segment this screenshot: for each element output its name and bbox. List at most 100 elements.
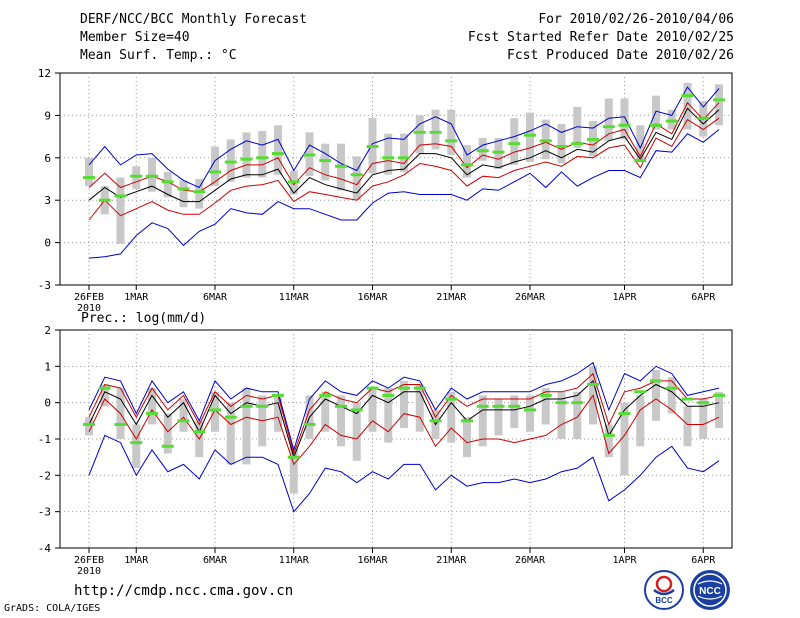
- spread-box: [226, 402, 235, 465]
- x-tick-label: 6APR: [691, 292, 716, 303]
- series-line-max: [88, 86, 720, 189]
- y-tick-label: 0: [44, 237, 51, 250]
- spread-box: [85, 417, 93, 436]
- spread-box: [384, 388, 393, 443]
- spread-box: [148, 388, 156, 425]
- spread-box: [541, 388, 550, 425]
- y-tick-label: 6: [44, 152, 51, 165]
- x-tick-label: 16MAR: [357, 555, 388, 566]
- series-line-max: [88, 361, 720, 452]
- spread-box: [526, 112, 534, 163]
- spread-box: [132, 424, 141, 469]
- plot-frame: [59, 72, 733, 286]
- spread-box: [211, 391, 219, 432]
- ncc-logo: NCC: [690, 570, 730, 610]
- spread-box: [573, 106, 582, 148]
- precip-axis-label: Prec.: log(mm/d): [81, 311, 206, 326]
- spread-box: [179, 399, 188, 432]
- spread-box: [557, 123, 566, 164]
- spread-box: [400, 380, 408, 429]
- spread-box: [699, 399, 708, 439]
- x-tick-label: 16MAR: [357, 292, 388, 303]
- spread-box: [715, 84, 723, 126]
- spread-box: [352, 402, 361, 461]
- x-tick-label: 6APR: [691, 555, 716, 566]
- spread-box: [242, 388, 251, 465]
- spread-box: [683, 82, 692, 130]
- y-tick-label: -3: [38, 506, 51, 519]
- series-line-mean: [88, 379, 720, 459]
- spread-box: [415, 115, 424, 154]
- bcc-logo: BCC: [644, 570, 684, 610]
- spread-box: [163, 171, 172, 198]
- bcc-logo-icon: BCC: [653, 575, 675, 605]
- y-tick-label: -1: [38, 433, 51, 446]
- x-tick-label: 1MAR: [124, 555, 149, 566]
- spread-box: [321, 391, 330, 432]
- x-tick-year-label: 2010: [77, 303, 101, 314]
- spread-box: [116, 177, 125, 245]
- x-tick-label: 1APR: [612, 555, 637, 566]
- series-line-upper: [88, 372, 720, 456]
- spread-box: [557, 391, 566, 439]
- spread-box: [667, 377, 676, 414]
- y-tick-label: 2: [44, 324, 51, 337]
- forecast-produced-date: Fcst Produced Date 2010/02/26: [507, 48, 734, 63]
- spread-box: [510, 118, 519, 165]
- series-line-min: [88, 434, 720, 513]
- y-tick-label: -3: [38, 279, 51, 292]
- spread-box: [195, 179, 204, 209]
- spread-box: [384, 133, 393, 175]
- spread-box: [368, 388, 377, 432]
- series-line-lower: [88, 117, 720, 221]
- x-tick-label: 26MAR: [515, 292, 546, 303]
- y-tick-label: -2: [38, 469, 51, 482]
- forecast-start-date: Fcst Started Refer Date 2010/02/25: [467, 30, 734, 45]
- spread-box: [274, 395, 282, 432]
- x-tick-year-label: 2010: [77, 566, 101, 577]
- spread-box: [573, 391, 582, 439]
- forecast-period: For 2010/02/26-2010/04/06: [538, 12, 734, 27]
- spread-box: [636, 125, 645, 163]
- spread-box: [211, 146, 219, 187]
- spread-box: [85, 157, 93, 187]
- x-tick-label: 21MAR: [436, 555, 467, 566]
- x-tick-label: 11MAR: [279, 555, 310, 566]
- spread-box: [652, 369, 660, 421]
- spread-box: [179, 180, 188, 208]
- spread-box: [463, 417, 471, 458]
- spread-box: [463, 145, 471, 178]
- spread-box: [494, 399, 503, 436]
- spread-box: [447, 391, 456, 443]
- x-tick-label: 6MAR: [203, 555, 228, 566]
- x-tick-label: 11MAR: [279, 292, 310, 303]
- spread-box: [258, 130, 267, 178]
- spread-box: [447, 109, 456, 155]
- series-line-mean: [88, 107, 720, 203]
- ncc-logo-icon: NCC: [693, 573, 727, 607]
- y-tick-label: 9: [44, 109, 51, 122]
- spread-box: [242, 132, 251, 178]
- svg-text:BCC: BCC: [655, 596, 673, 605]
- x-tick-label: 1MAR: [124, 292, 149, 303]
- svg-text:NCC: NCC: [699, 586, 721, 597]
- x-tick-label: 26MAR: [515, 555, 546, 566]
- y-tick-label: 1: [44, 360, 51, 373]
- spread-box: [636, 395, 645, 447]
- source-url[interactable]: http://cmdp.ncc.cma.gov.cn: [74, 583, 294, 599]
- variable-label: Mean Surf. Temp.: °C: [80, 48, 237, 63]
- x-tick-label: 1APR: [612, 292, 637, 303]
- x-tick-label: 21MAR: [436, 292, 467, 303]
- y-tick-label: 12: [38, 67, 51, 80]
- spread-box: [337, 395, 345, 447]
- spread-box: [274, 125, 282, 175]
- spread-box: [163, 413, 172, 454]
- spread-box: [652, 95, 660, 130]
- x-tick-label: 26FEB: [74, 292, 104, 303]
- spread-box: [620, 402, 629, 476]
- spread-box: [526, 395, 534, 432]
- y-tick-label: 0: [44, 397, 51, 410]
